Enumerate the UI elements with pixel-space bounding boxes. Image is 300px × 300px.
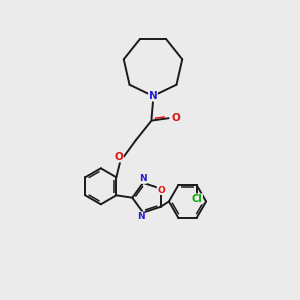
Text: N: N bbox=[148, 91, 158, 101]
Text: Cl: Cl bbox=[192, 194, 203, 204]
Text: O: O bbox=[114, 152, 123, 162]
Text: N: N bbox=[139, 175, 146, 184]
Text: N: N bbox=[137, 212, 145, 221]
Text: O: O bbox=[157, 185, 165, 194]
Text: O: O bbox=[171, 113, 180, 123]
